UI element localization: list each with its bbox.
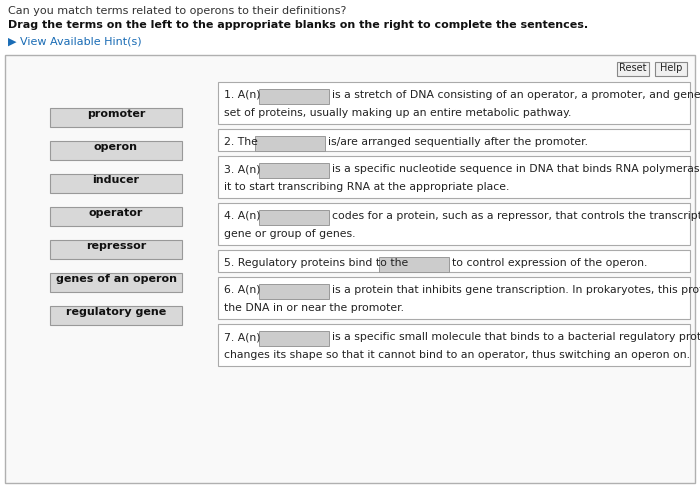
Text: 1. A(n): 1. A(n) [224, 90, 260, 100]
Bar [617, 62, 649, 76]
Text: 7. A(n): 7. A(n) [224, 332, 260, 342]
Bar [50, 273, 182, 292]
Bar [50, 108, 182, 127]
Text: repressor: repressor [86, 241, 146, 251]
Text: it to start transcribing RNA at the appropriate place.: it to start transcribing RNA at the appr… [224, 182, 510, 192]
Text: 2. The: 2. The [224, 137, 258, 147]
Bar [50, 306, 182, 325]
Bar [218, 277, 690, 319]
Text: operon: operon [94, 142, 138, 152]
Bar [655, 62, 687, 76]
Text: set of proteins, usually making up an entire metabolic pathway.: set of proteins, usually making up an en… [224, 108, 571, 118]
Bar [50, 141, 182, 160]
Bar [379, 257, 449, 272]
Text: the DNA in or near the promoter.: the DNA in or near the promoter. [224, 303, 404, 313]
Bar [218, 250, 690, 272]
Text: ▶ View Available Hint(s): ▶ View Available Hint(s) [8, 37, 141, 47]
Text: to control expression of the operon.: to control expression of the operon. [452, 258, 648, 268]
Bar [50, 174, 182, 193]
Bar [218, 203, 690, 245]
Text: is a specific nucleotide sequence in DNA that binds RNA polymerase, positioning: is a specific nucleotide sequence in DNA… [332, 164, 700, 174]
Text: is a specific small molecule that binds to a bacterial regulatory protein and: is a specific small molecule that binds … [332, 332, 700, 342]
Bar [259, 331, 329, 346]
Bar [50, 207, 182, 226]
Text: 5. Regulatory proteins bind to the: 5. Regulatory proteins bind to the [224, 258, 408, 268]
Bar [259, 284, 329, 299]
Bar [218, 324, 690, 366]
Text: inducer: inducer [92, 175, 139, 185]
Bar [50, 240, 182, 259]
Text: changes its shape so that it cannot bind to an operator, thus switching an opero: changes its shape so that it cannot bind… [224, 350, 690, 360]
Text: Drag the terms on the left to the appropriate blanks on the right to complete th: Drag the terms on the left to the approp… [8, 20, 588, 30]
Text: regulatory gene: regulatory gene [66, 307, 166, 317]
Bar [259, 89, 329, 104]
Bar [255, 136, 325, 151]
Text: promoter: promoter [87, 109, 145, 119]
Text: 3. A(n): 3. A(n) [224, 164, 260, 174]
Bar [218, 156, 690, 198]
Bar [218, 82, 690, 124]
Text: Can you match terms related to operons to their definitions?: Can you match terms related to operons t… [8, 6, 346, 16]
Bar [5, 55, 695, 483]
Text: 4. A(n): 4. A(n) [224, 211, 260, 221]
Text: is a stretch of DNA consisting of an operator, a promoter, and genes for a relat: is a stretch of DNA consisting of an ope… [332, 90, 700, 100]
Text: genes of an operon: genes of an operon [55, 274, 176, 284]
Text: is/are arranged sequentially after the promoter.: is/are arranged sequentially after the p… [328, 137, 588, 147]
Text: gene or group of genes.: gene or group of genes. [224, 229, 356, 239]
Bar [259, 163, 329, 178]
Bar [218, 129, 690, 151]
Text: operator: operator [89, 208, 144, 218]
Text: 6. A(n): 6. A(n) [224, 285, 260, 295]
Text: codes for a protein, such as a repressor, that controls the transcription of ano: codes for a protein, such as a repressor… [332, 211, 700, 221]
Text: is a protein that inhibits gene transcription. In prokaryotes, this protein bind: is a protein that inhibits gene transcri… [332, 285, 700, 295]
Text: Reset: Reset [620, 63, 647, 73]
Bar [259, 210, 329, 225]
Text: Help: Help [660, 63, 682, 73]
